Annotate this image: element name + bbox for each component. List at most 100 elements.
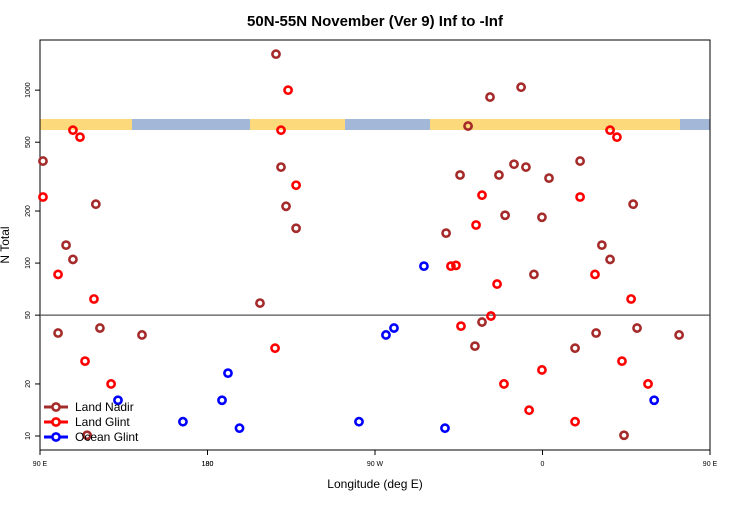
point [486,311,496,321]
point [455,170,465,180]
point [516,82,526,93]
x-axis-label: Longitude (deg E) [327,477,422,491]
y-tick-label: 500 [25,136,32,148]
point [524,405,534,416]
point [499,379,509,389]
point [529,269,539,280]
point [68,125,78,136]
y-tick-label: 200 [25,205,32,217]
point [90,199,101,210]
point [38,192,48,202]
point [463,121,473,131]
point [281,201,291,212]
point [632,323,642,333]
y-tick-label: 1000 [25,82,32,98]
point [509,159,519,170]
point [354,416,364,427]
point [53,269,63,280]
point [283,85,293,96]
plot-frame [39,39,711,451]
point [223,368,233,379]
point [75,132,85,143]
point [53,328,63,338]
point [649,395,660,406]
x-tick-label: 90 E [33,461,48,468]
point [575,156,585,166]
point [276,125,286,136]
point [113,395,123,406]
point [106,379,116,389]
point [440,423,450,434]
legend-label: Land Nadir [75,400,134,414]
point [234,423,245,434]
point [470,341,480,352]
point [217,395,227,406]
point [544,173,554,184]
x-tick-label: 180 [202,461,214,468]
point [590,269,600,280]
point [605,254,615,265]
point [419,261,429,272]
legend-label: Land Glint [75,415,130,429]
legend-marker [51,432,61,442]
y-tick-label: 100 [25,257,32,269]
point [68,254,78,265]
y-tick-label: 10 [25,432,32,440]
y-axis-label: N Total [0,226,12,263]
point [291,223,301,234]
legend-label: Ocean Glint [75,430,139,444]
point [521,162,531,172]
legend-marker [51,402,61,412]
point [381,330,391,340]
point [95,323,105,333]
point [605,125,615,136]
point [451,260,461,271]
point [626,294,636,304]
point [389,323,399,333]
point [485,92,495,102]
x-tick-label: 0 [541,461,545,468]
point [617,356,627,367]
point [291,180,301,191]
point [477,317,487,327]
point [456,321,466,332]
point [537,212,547,223]
y-tick-label: 50 [25,311,32,319]
point [276,162,286,172]
point [178,416,188,427]
point [446,261,456,272]
point [471,220,481,230]
x-tick-label: 90 W [367,461,384,468]
point [80,356,90,367]
point [255,298,265,308]
legend-marker [51,417,61,427]
point [82,430,92,441]
point [628,199,639,210]
map-strip [40,119,710,130]
point [570,416,580,427]
point [596,240,607,251]
point [270,343,280,354]
point [441,228,451,239]
chart-title: 50N-55N November (Ver 9) Inf to -Inf [247,13,504,30]
y-tick-label: 20 [25,380,32,388]
point [619,430,629,441]
point [271,49,281,60]
point [494,170,504,180]
point [89,294,99,304]
point [591,328,601,338]
point [674,330,685,340]
point [477,190,487,201]
x-tick-label: 180 [202,461,214,468]
point [500,210,510,221]
point [570,343,580,354]
point [643,379,653,389]
point [38,156,48,166]
point [61,240,71,251]
point [492,279,502,289]
x-tick-label: 90 E [703,461,718,468]
point [575,192,585,202]
point [537,365,547,375]
point [612,132,622,143]
